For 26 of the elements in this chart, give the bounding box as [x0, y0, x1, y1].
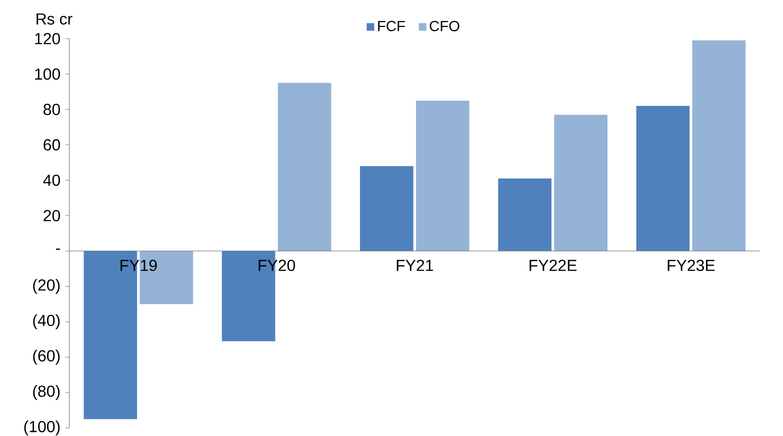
- y-tick-label: 100: [35, 68, 60, 80]
- bar: [636, 106, 690, 252]
- bar: [360, 166, 414, 252]
- y-tick-label: 80: [44, 104, 60, 116]
- y-tick-label: 40: [43, 174, 60, 186]
- y-axis-title: Rs cr: [36, 13, 72, 25]
- bar: [278, 82, 332, 252]
- x-tick-label: FY22E: [530, 260, 577, 271]
- x-tick-label: FY19: [120, 260, 157, 272]
- bar: [692, 40, 746, 252]
- y-tick-label: 120: [35, 33, 60, 44]
- x-tick-label: FY21: [396, 260, 433, 271]
- y-tick-label: (20): [33, 278, 60, 294]
- bar: [498, 178, 552, 252]
- y-tick-label: -: [56, 248, 60, 250]
- y-tick-label: 60: [44, 139, 60, 150]
- y-tick-label: (60): [33, 350, 60, 365]
- y-tick-label: (100): [24, 420, 60, 436]
- y-tick-label: 20: [44, 210, 60, 222]
- x-tick-label: FY23E: [668, 260, 715, 272]
- legend-label: CFO: [430, 20, 460, 32]
- y-tick-label: (80): [33, 385, 60, 400]
- bar: [554, 114, 608, 252]
- bar: [416, 100, 470, 252]
- y-tick-label: (40): [33, 314, 60, 330]
- legend-label: FCF: [378, 20, 405, 32]
